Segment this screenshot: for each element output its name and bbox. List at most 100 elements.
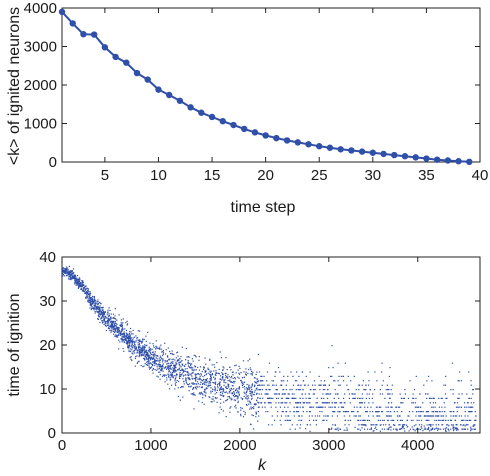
scatter-point [308, 415, 310, 417]
scatter-point [79, 286, 81, 288]
scatter-point [170, 373, 172, 375]
scatter-point [249, 390, 251, 392]
scatter-point [416, 428, 418, 430]
scatter-point [326, 393, 329, 395]
scatter-point [403, 428, 405, 430]
scatter-point [282, 389, 284, 391]
scatter-point [141, 354, 143, 356]
scatter-point [138, 339, 140, 341]
scatter-point [227, 396, 229, 398]
scatter-point [92, 308, 94, 310]
scatter-point [303, 402, 305, 404]
scatter-point [219, 385, 221, 387]
scatter-point [453, 428, 455, 430]
scatter-point [116, 326, 118, 328]
scatter-point [188, 384, 190, 386]
scatter-point [231, 392, 233, 394]
scatter-point [131, 345, 133, 348]
scatter-point [386, 415, 388, 417]
scatter-point [257, 406, 259, 408]
scatter-point [143, 365, 145, 367]
scatter-point [102, 307, 104, 309]
scatter-point [203, 366, 205, 368]
scatter-point [302, 380, 305, 382]
scatter-point [302, 397, 304, 399]
bottom-ytick-label: 30 [39, 293, 56, 310]
scatter-point [252, 428, 255, 430]
scatter-point [304, 384, 306, 386]
scatter-point [251, 385, 253, 387]
scatter-point [403, 397, 406, 399]
scatter-point [366, 411, 368, 413]
scatter-point [470, 397, 472, 399]
scatter-point [198, 359, 200, 361]
scatter-point [138, 343, 140, 346]
scatter-point [113, 333, 115, 335]
scatter-point [65, 268, 67, 270]
scatter-point [358, 424, 360, 426]
scatter-point [397, 406, 399, 408]
scatter-point [212, 398, 214, 400]
scatter-point [255, 388, 257, 390]
scatter-point [116, 336, 118, 338]
scatter-point [344, 402, 346, 404]
scatter-point [378, 411, 380, 413]
scatter-point [98, 302, 100, 304]
top-data-point [80, 30, 87, 38]
scatter-point [394, 424, 396, 427]
scatter-point [81, 288, 83, 290]
scatter-point [80, 285, 82, 287]
scatter-point [69, 271, 71, 273]
scatter-point [179, 361, 181, 363]
scatter-point [151, 357, 153, 359]
scatter-point [244, 412, 246, 414]
scatter-point [435, 424, 437, 426]
scatter-point [168, 376, 170, 378]
scatter-point [98, 314, 100, 316]
scatter-point [258, 389, 260, 391]
scatter-point [154, 351, 156, 353]
top-data-point [358, 148, 366, 155]
scatter-point [62, 272, 64, 274]
scatter-point [74, 277, 76, 279]
scatter-point [402, 425, 404, 428]
scatter-point [72, 268, 75, 270]
scatter-point [248, 385, 250, 387]
scatter-point [128, 344, 130, 346]
scatter-point [200, 373, 202, 375]
scatter-point [151, 357, 153, 359]
scatter-point [316, 397, 318, 399]
scatter-point [241, 384, 243, 386]
scatter-point [345, 429, 347, 431]
scatter-point [243, 376, 245, 378]
scatter-point [180, 375, 182, 378]
scatter-point [363, 424, 365, 426]
scatter-point [235, 364, 237, 366]
top-data-point [401, 153, 409, 160]
scatter-point [434, 419, 436, 421]
scatter-point [310, 406, 312, 408]
scatter-point [162, 350, 164, 353]
scatter-point [209, 379, 211, 381]
scatter-point [152, 351, 154, 353]
scatter-point [91, 305, 93, 307]
scatter-point [292, 384, 294, 386]
scatter-point [446, 427, 448, 429]
scatter-point [216, 361, 218, 364]
scatter-point [159, 346, 161, 348]
scatter-point [326, 419, 328, 421]
top-ytick-label: 4000 [24, 0, 57, 17]
scatter-point [213, 382, 215, 384]
scatter-point [84, 286, 86, 288]
scatter-point [237, 376, 239, 378]
scatter-point [199, 366, 202, 368]
scatter-point [280, 384, 283, 386]
scatter-point [368, 402, 370, 404]
top-data-point [251, 129, 259, 136]
scatter-point [118, 314, 120, 316]
scatter-point [147, 360, 149, 362]
scatter-point [87, 296, 89, 298]
scatter-point [115, 334, 117, 336]
scatter-point [230, 377, 232, 379]
scatter-point [94, 312, 96, 314]
